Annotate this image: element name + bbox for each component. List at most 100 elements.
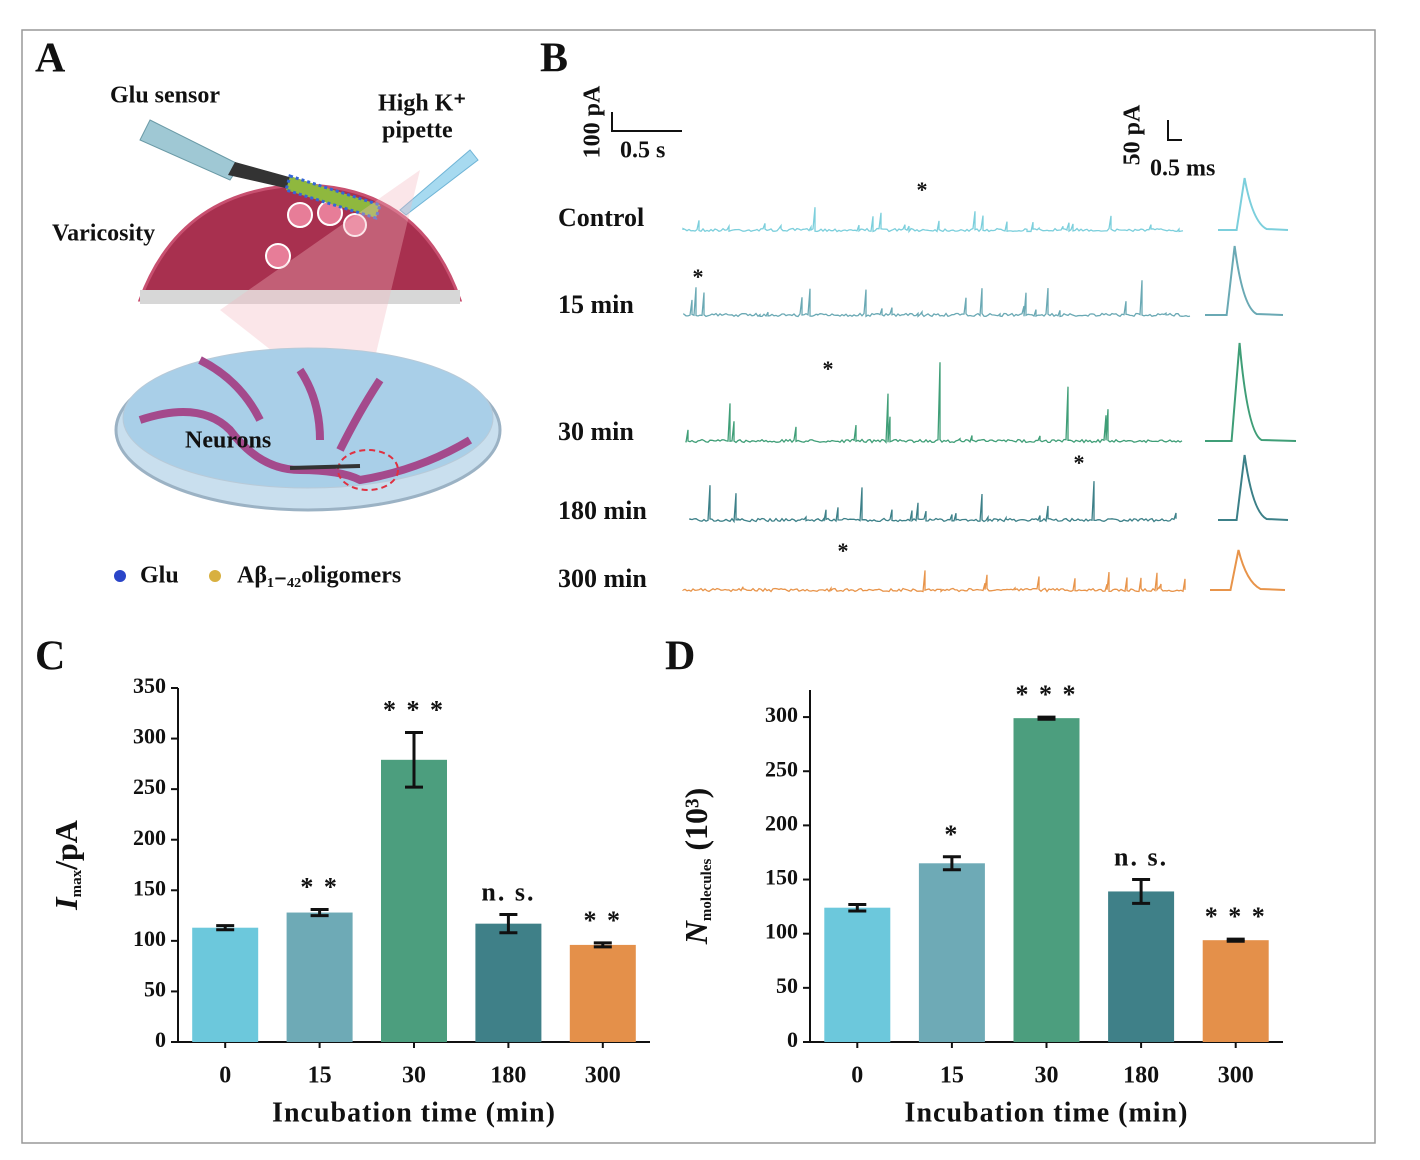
label: Neurons <box>185 428 271 454</box>
y-tick-label: 0 <box>787 1027 798 1052</box>
y-label-subscript: molecules <box>699 858 715 921</box>
panel-label: C <box>35 634 65 680</box>
annotation: * * * <box>383 695 445 724</box>
error-bar <box>499 913 518 935</box>
scale-label: 50 pA <box>1120 104 1146 165</box>
legend-label: Glu <box>140 563 179 589</box>
error-bar <box>216 924 235 932</box>
x-tick-label: 30 <box>1035 1063 1059 1089</box>
y-tick-label: 300 <box>133 724 166 749</box>
trace-marker: * <box>693 264 704 289</box>
y-tick-label: 350 <box>133 673 166 698</box>
annotation: * * <box>584 906 623 935</box>
bar <box>824 907 891 1042</box>
scale-label: 100 pA <box>580 85 606 158</box>
error-bar <box>310 908 329 918</box>
x-tick-label: 300 <box>1218 1063 1254 1089</box>
x-tick-label: 180 <box>1123 1063 1159 1089</box>
y-tick-label: 50 <box>776 973 798 998</box>
trace <box>683 280 1191 318</box>
trace <box>682 207 1184 234</box>
y-label-subscript: max <box>69 869 85 897</box>
trace <box>685 362 1183 444</box>
y-label-rest: (10³) <box>678 788 714 859</box>
bar <box>1202 940 1269 1042</box>
error-bar <box>942 855 961 872</box>
trace-label: 30 min <box>558 417 634 446</box>
trace-marker: * <box>823 356 834 381</box>
error-bar <box>1226 937 1245 943</box>
y-label-symbol: I <box>48 896 84 911</box>
trace-marker: * <box>838 538 849 563</box>
spike <box>1218 454 1289 521</box>
trace-label: 300 min <box>558 564 647 593</box>
bar <box>569 944 636 1042</box>
spike <box>1205 342 1297 442</box>
bar <box>381 759 447 1042</box>
trace <box>689 481 1177 524</box>
label: Varicosity <box>52 221 155 247</box>
x-axis-label: Incubation time (min) <box>272 1097 556 1128</box>
y-tick-label: 150 <box>765 865 798 890</box>
annotation: * * * <box>1016 680 1078 709</box>
x-tick-label: 15 <box>308 1063 332 1089</box>
panel-label: B <box>540 36 568 82</box>
y-tick-label: 250 <box>765 756 798 781</box>
scale-label: 0.5 ms <box>1150 156 1215 182</box>
scale-bar <box>1167 120 1182 141</box>
bar <box>475 923 542 1042</box>
bar <box>1013 718 1080 1042</box>
x-tick-label: 30 <box>402 1063 426 1089</box>
scale-label: 0.5 s <box>620 138 665 164</box>
scale-bar <box>611 112 682 132</box>
illustration <box>114 119 502 582</box>
y-label-symbol: N <box>678 919 714 945</box>
x-axis-label: Incubation time (min) <box>905 1097 1189 1128</box>
y-tick-label: 50 <box>144 976 166 1001</box>
trace-label: Control <box>558 203 644 232</box>
label: pipette <box>382 118 453 144</box>
bar <box>286 912 353 1042</box>
x-tick-label: 300 <box>585 1063 621 1089</box>
y-axis-label: Imax/pA <box>48 820 85 911</box>
bar <box>192 927 259 1042</box>
x-tick-label: 0 <box>219 1063 231 1089</box>
annotation: n. s. <box>481 878 535 907</box>
annotation: * <box>944 820 959 849</box>
trace <box>682 570 1186 593</box>
label: Glu sensor <box>110 83 220 109</box>
bar <box>1108 891 1175 1042</box>
x-tick-label: 15 <box>940 1063 964 1089</box>
trace-label: 15 min <box>558 290 634 319</box>
spike <box>1205 245 1284 316</box>
spike <box>1210 549 1286 591</box>
annotation: * * <box>300 872 339 901</box>
annotation: n. s. <box>1114 843 1168 872</box>
trace-marker: * <box>917 177 928 202</box>
error-bar <box>848 902 867 913</box>
error-bar <box>1132 878 1151 905</box>
panel-label: A <box>35 36 66 82</box>
annotation: * * * <box>1205 902 1267 931</box>
y-tick-label: 250 <box>133 774 166 799</box>
y-tick-label: 200 <box>133 825 166 850</box>
bar <box>918 863 985 1042</box>
x-tick-label: 180 <box>490 1063 526 1089</box>
y-tick-label: 100 <box>765 919 798 944</box>
panel-label: D <box>665 634 695 680</box>
spike <box>1218 177 1289 231</box>
error-bar <box>593 941 612 949</box>
legend-label: Aβ₁₋₄₂oligomers <box>237 563 401 589</box>
error-bar <box>1037 715 1056 721</box>
y-tick-label: 200 <box>765 810 798 835</box>
error-bar <box>405 731 423 789</box>
x-tick-label: 0 <box>851 1063 863 1089</box>
y-label-rest: /pA <box>48 820 84 871</box>
y-axis-label: Nmolecules (10³) <box>678 788 715 946</box>
y-tick-label: 100 <box>133 926 166 951</box>
y-tick-label: 150 <box>133 875 166 900</box>
y-tick-label: 300 <box>765 702 798 727</box>
trace-label: 180 min <box>558 496 647 525</box>
label: High K⁺ <box>378 91 466 117</box>
